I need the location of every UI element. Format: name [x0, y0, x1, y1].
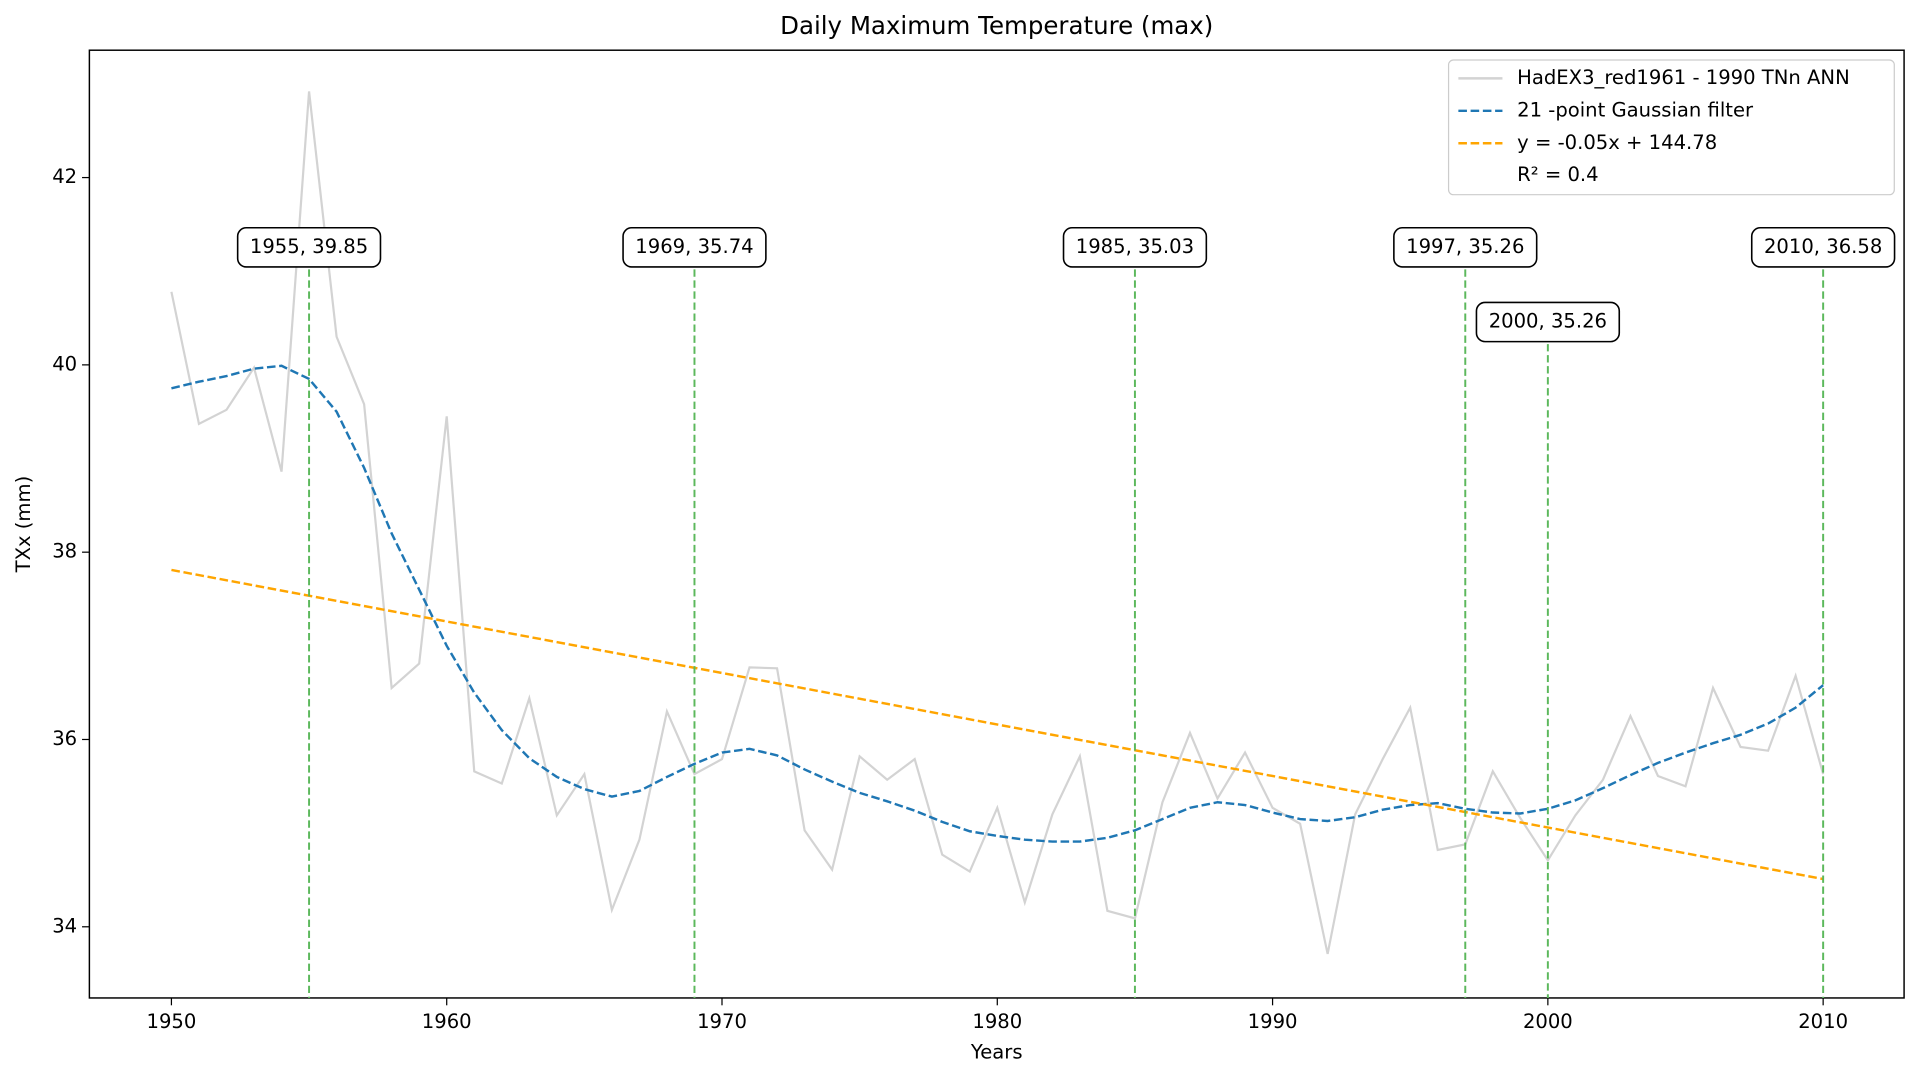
legend-box	[1447, 59, 1895, 196]
annotation-label: 1969, 35.74	[635, 235, 753, 258]
annotation-box	[1475, 301, 1621, 343]
legend-label: HadEX3_red1961 - 1990 TNn ANN	[1517, 66, 1850, 89]
legend-label: y = -0.05x + 144.78	[1517, 131, 1717, 154]
annotation-label: 2010, 36.58	[1764, 235, 1882, 258]
series-line	[171, 364, 1824, 843]
x-axis-label: Years	[970, 1041, 1023, 1064]
x-tick-label: 1980	[972, 1010, 1022, 1033]
series-line	[171, 568, 1824, 881]
legend: HadEX3_red1961 - 1990 TNn ANN 21 -point G…	[1447, 59, 1895, 196]
y-axis-label: TXx (mm)	[12, 476, 35, 574]
x-tick-label: 1970	[697, 1010, 747, 1033]
annotation-label: 1955, 39.85	[250, 235, 368, 258]
y-tick-label: 36	[52, 727, 77, 750]
x-tick-label: 2010	[1798, 1010, 1848, 1033]
legend-label: 21 -point Gaussian filter	[1517, 98, 1754, 121]
legend-label: R² = 0.4	[1517, 163, 1598, 186]
y-tick-label: 40	[52, 352, 77, 375]
series-line	[170, 91, 1825, 955]
y-tick-label: 38	[52, 540, 77, 563]
annotation-label: 1997, 35.26	[1406, 235, 1524, 258]
x-tick-label: 2000	[1523, 1010, 1573, 1033]
annotation-box	[622, 226, 767, 268]
annotation-box	[1393, 226, 1538, 268]
x-tick-label: 1990	[1248, 1010, 1298, 1033]
annotation-box	[236, 226, 382, 268]
y-tick-label: 42	[52, 165, 77, 188]
x-tick-label: 1960	[422, 1010, 472, 1033]
chart-title: Daily Maximum Temperature (max)	[780, 11, 1213, 40]
annotation-label: 2000, 35.26	[1489, 310, 1607, 333]
y-tick-label: 34	[52, 914, 77, 937]
annotation-box	[1062, 226, 1208, 268]
x-tick-label: 1950	[147, 1010, 197, 1033]
annotation-box	[1750, 226, 1896, 268]
annotation-label: 1985, 35.03	[1076, 235, 1194, 258]
